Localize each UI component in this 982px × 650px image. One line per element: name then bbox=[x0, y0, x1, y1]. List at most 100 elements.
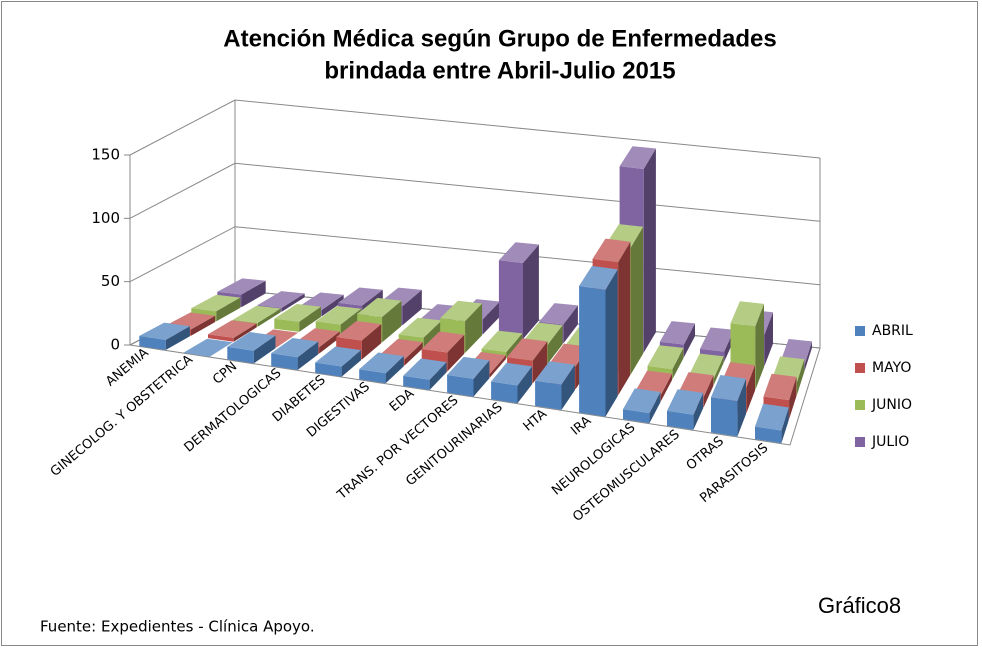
bar-top bbox=[232, 305, 281, 323]
bar-side bbox=[165, 326, 190, 350]
bar-top bbox=[274, 304, 321, 322]
chart-title: Atención Médica según Grupo de Enfermeda… bbox=[223, 25, 776, 52]
bar-top bbox=[359, 352, 404, 374]
bar-top bbox=[139, 322, 190, 340]
legend-label: JULIO bbox=[871, 434, 909, 450]
bar-front bbox=[274, 318, 300, 332]
bar-top bbox=[623, 388, 661, 414]
bar-top bbox=[523, 322, 563, 345]
bar-top bbox=[227, 332, 276, 351]
bar-side bbox=[563, 305, 578, 344]
bar-side bbox=[605, 269, 618, 417]
bar-top bbox=[689, 353, 724, 379]
bar-side bbox=[618, 241, 631, 396]
bar-top bbox=[711, 375, 746, 402]
bar-top bbox=[217, 278, 266, 295]
bar-top bbox=[700, 327, 734, 352]
bar-side bbox=[482, 301, 500, 335]
bar bbox=[623, 388, 661, 424]
legend-swatch bbox=[855, 437, 865, 447]
bar-top bbox=[491, 362, 533, 386]
bar-side bbox=[561, 364, 575, 410]
bar bbox=[139, 322, 190, 350]
bar-side bbox=[402, 289, 422, 326]
bar-side bbox=[321, 294, 344, 317]
bar-top bbox=[183, 338, 233, 357]
bar-side bbox=[319, 331, 340, 354]
bar bbox=[274, 304, 321, 332]
y-tick-label: 50 bbox=[101, 272, 120, 290]
bar-front bbox=[208, 334, 234, 342]
bar-front bbox=[623, 409, 650, 424]
bar bbox=[491, 362, 533, 404]
bar-top bbox=[398, 317, 442, 338]
bar-side bbox=[523, 244, 539, 339]
bar-side bbox=[755, 303, 764, 390]
source-note: Fuente: Expedientes - Clínica Apoyo. bbox=[40, 618, 315, 636]
bar-side bbox=[281, 293, 305, 312]
bar-top bbox=[271, 338, 319, 358]
bar-side bbox=[672, 347, 684, 380]
bar-side bbox=[241, 280, 266, 308]
bar-side bbox=[361, 324, 382, 360]
bar-side bbox=[490, 355, 506, 378]
bar-side bbox=[447, 334, 465, 372]
bar-side bbox=[473, 360, 490, 397]
bar-top bbox=[421, 331, 465, 353]
bar-top bbox=[755, 403, 789, 431]
bar-side bbox=[649, 392, 661, 424]
chart-title: brindada entre Abril-Julio 2015 bbox=[324, 57, 675, 84]
legend-label: JUNIO bbox=[871, 397, 912, 413]
bar-top bbox=[315, 306, 362, 325]
bar-side bbox=[713, 356, 724, 385]
bar-top bbox=[539, 303, 578, 325]
bar-side bbox=[299, 306, 321, 332]
bar-top bbox=[481, 330, 523, 352]
bar-side bbox=[216, 297, 241, 322]
bar-front bbox=[403, 375, 430, 390]
bar-top bbox=[208, 320, 257, 338]
bar bbox=[447, 356, 490, 397]
bar-top bbox=[659, 321, 695, 345]
bar-top bbox=[667, 389, 704, 415]
bar bbox=[667, 389, 704, 430]
bar-front bbox=[271, 353, 298, 370]
bar-top bbox=[191, 294, 241, 312]
y-tick-label: 100 bbox=[91, 209, 120, 227]
legend-label: MAYO bbox=[872, 360, 911, 376]
bar-side bbox=[796, 359, 805, 395]
legend-swatch bbox=[855, 326, 865, 336]
bar-side bbox=[781, 407, 789, 444]
bar-side bbox=[804, 341, 812, 371]
bar-top bbox=[338, 287, 383, 306]
bar-side bbox=[253, 335, 276, 364]
bar-top bbox=[507, 338, 548, 361]
bar-top bbox=[763, 373, 797, 401]
legend-swatch bbox=[855, 400, 865, 410]
bar-front bbox=[447, 374, 474, 397]
bar bbox=[227, 332, 276, 364]
bar-top bbox=[635, 370, 672, 395]
legend-swatch bbox=[855, 363, 865, 373]
bar-side bbox=[764, 312, 773, 367]
bar-side bbox=[737, 378, 746, 437]
bar-top bbox=[447, 356, 490, 379]
bar bbox=[315, 346, 361, 377]
bar-side bbox=[517, 366, 533, 404]
bar-top bbox=[592, 238, 631, 263]
chart-label: Gráfico8 bbox=[818, 593, 901, 618]
bar bbox=[271, 338, 319, 370]
bar bbox=[359, 352, 404, 384]
bar-side bbox=[385, 356, 404, 384]
bar-front bbox=[359, 369, 386, 384]
bar-front bbox=[498, 260, 523, 339]
bar-front bbox=[711, 397, 738, 437]
bar-side bbox=[465, 303, 483, 353]
bar-front bbox=[491, 381, 518, 404]
bar-side bbox=[548, 325, 563, 364]
bar-side bbox=[789, 376, 797, 420]
bar-top bbox=[257, 291, 305, 308]
bar-front bbox=[315, 362, 342, 377]
bar bbox=[208, 320, 257, 342]
